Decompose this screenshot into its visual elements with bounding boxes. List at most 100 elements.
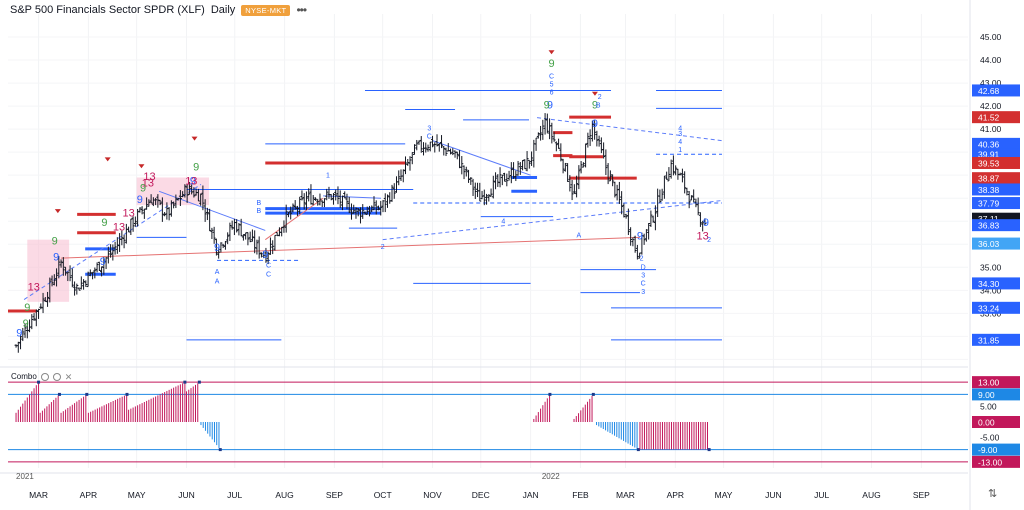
candle <box>192 187 196 198</box>
candle <box>356 207 360 217</box>
candle <box>701 220 705 232</box>
price-badge-label: 38.38 <box>978 185 1000 195</box>
candle <box>631 237 635 247</box>
candle <box>363 211 367 215</box>
candle <box>390 184 394 202</box>
candle <box>572 184 576 195</box>
candle <box>606 163 610 185</box>
candle <box>527 159 531 169</box>
count-label: 13 <box>143 171 155 183</box>
count-label: 5 <box>550 82 554 89</box>
eye-icon[interactable] <box>40 372 49 381</box>
candle <box>419 136 423 153</box>
candle <box>226 232 230 245</box>
count-label: 4 <box>678 139 682 146</box>
combo-axis[interactable]: 5.00 -5.00 13.00 9.00 0.00 -9.00 -13.00 <box>972 376 1020 468</box>
support-resistance-levels <box>8 89 722 341</box>
count-label: 9 <box>23 318 29 330</box>
candle <box>635 244 639 260</box>
candle <box>404 156 408 175</box>
candle <box>667 167 671 182</box>
symbol-title[interactable]: S&P 500 Financials Sector SPDR (XLF) <box>10 4 205 16</box>
candle <box>48 277 52 303</box>
count-label: 2 <box>707 237 711 244</box>
candle <box>149 194 153 204</box>
candle <box>57 256 61 279</box>
trendline <box>158 190 266 231</box>
candle <box>32 313 36 321</box>
gear-icon[interactable] <box>52 372 61 381</box>
candle <box>642 233 646 245</box>
candle <box>622 203 626 218</box>
count-label: 1 <box>678 147 682 154</box>
combo-badge <box>972 376 1020 389</box>
count-label: 1 <box>326 172 330 179</box>
candle <box>93 267 97 279</box>
candle <box>680 168 684 183</box>
candle <box>59 259 63 268</box>
combo-badge <box>972 443 1020 456</box>
candle <box>487 194 491 202</box>
price-badge-label: 38.87 <box>978 174 1000 184</box>
candle <box>503 172 507 182</box>
price-badge-label: 36.03 <box>978 239 1000 249</box>
candle <box>181 191 185 198</box>
candle <box>543 113 547 135</box>
candle <box>313 197 317 201</box>
interval-label[interactable]: Daily <box>210 4 236 16</box>
count-label: 13 <box>28 281 40 293</box>
candle <box>172 201 176 209</box>
candle <box>307 188 311 202</box>
candle <box>370 205 374 213</box>
count-label: 9 <box>100 256 106 268</box>
candle <box>122 234 126 249</box>
month-tick-label: APR <box>667 490 684 500</box>
price-badge-label: 41.52 <box>978 113 1000 123</box>
candle <box>449 148 453 155</box>
candle <box>662 175 666 199</box>
more-horizontal-icon[interactable]: ••• <box>296 3 307 17</box>
count-label: B <box>257 200 262 207</box>
combo-marker <box>218 448 222 452</box>
combo-marker <box>125 392 129 396</box>
candle <box>354 207 358 219</box>
candle <box>295 205 299 216</box>
candle <box>471 178 475 197</box>
price-tick-label: 34.00 <box>980 285 1002 295</box>
count-label: 9 <box>101 217 107 229</box>
count-label: A <box>577 232 582 239</box>
indicator-name[interactable]: Combo <box>11 372 37 381</box>
candle <box>530 151 534 166</box>
candle <box>347 196 351 214</box>
candle <box>183 184 187 198</box>
price-badge-label: 40.36 <box>978 139 1000 149</box>
count-label: B <box>257 208 262 215</box>
candle <box>674 165 678 176</box>
price-candles <box>14 113 707 353</box>
scale-swap-icon[interactable]: ⇅ <box>988 488 998 500</box>
close-icon[interactable]: ✕ <box>64 371 73 382</box>
candle <box>665 171 669 180</box>
candle <box>325 188 329 201</box>
candle <box>340 195 344 211</box>
candle <box>687 191 691 209</box>
candle <box>494 172 498 190</box>
price-axis[interactable]: 45.0044.0043.0042.0041.0035.0034.0033.00… <box>972 0 1024 367</box>
candle <box>410 152 414 165</box>
candle <box>498 167 502 188</box>
candle <box>649 210 653 227</box>
count-label: 13 <box>113 221 125 233</box>
candle <box>660 188 664 201</box>
time-axis[interactable]: MAR APR MAY JUN JUL AUG SEP OCT NOV DEC JAN FEB MAR A… <box>16 472 930 500</box>
month-tick-label: MAY <box>715 490 733 500</box>
candle <box>73 281 77 296</box>
month-tick-label: MAR <box>616 490 635 500</box>
candle <box>453 150 457 158</box>
count-label: A <box>215 278 220 285</box>
count-label: 9 <box>214 242 220 254</box>
candle <box>262 251 266 259</box>
combo-marker <box>591 392 595 396</box>
candle <box>568 175 572 192</box>
